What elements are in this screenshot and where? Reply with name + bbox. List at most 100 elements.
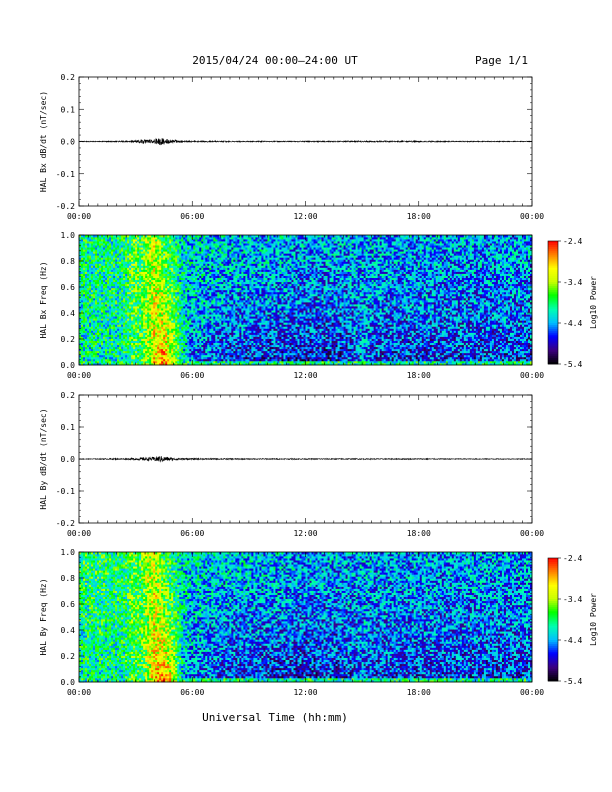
spectrogram-cell [173,288,175,290]
spectrogram-cell [141,322,143,324]
spectrogram-cell [211,259,213,261]
spectrogram-cell [135,280,137,282]
spectrogram-cell [91,239,93,241]
spectrogram-cell [131,255,133,257]
spectrogram-cell [107,263,109,265]
spectrogram-cell [139,300,141,302]
spectrogram-cell [97,308,99,310]
spectrogram-cell [161,296,163,298]
spectrogram-cell [139,328,141,330]
spectrogram-cell [107,326,109,328]
spectrogram-cell [95,333,97,335]
spectrogram-cell [147,349,149,351]
spectrogram-cell [131,247,133,249]
spectrogram-cell [211,324,213,326]
spectrogram-cell [137,245,139,247]
spectrogram-cell [197,353,199,355]
spectrogram-cell [145,282,147,284]
spectrogram-cell [153,294,155,296]
spectrogram-cell [149,239,151,241]
spectrogram-cell [101,333,103,335]
spectrogram-cell [83,320,85,322]
spectrogram-cell [89,324,91,326]
spectrogram-cell [137,320,139,322]
spectrogram-cell [165,290,167,292]
spectrogram-cell [131,339,133,341]
spectrogram-cell [117,351,119,353]
spectrogram-cell [191,255,193,257]
spectrogram-cell [157,265,159,267]
spectrogram-cell [103,276,105,278]
spectrogram-cell [163,272,165,274]
spectrogram-cell [107,355,109,357]
spectrogram-cell [159,288,161,290]
spectrogram-cell [85,308,87,310]
spectrogram-cell [143,341,145,343]
spectrogram-cell [167,288,169,290]
spectrogram-cell [123,341,125,343]
spectrogram-cell [195,274,197,276]
spectrogram-cell [197,251,199,253]
spectrogram-cell [161,316,163,318]
spectrogram-cell [111,280,113,282]
spectrogram-cell [219,345,221,347]
spectrogram-cell [211,320,213,322]
spectrogram-cell [161,335,163,337]
spectrogram-cell [221,261,223,263]
spectrogram-cell [201,318,203,320]
spectrogram-cell [213,337,215,339]
spectrogram-cell [121,345,123,347]
spectrogram-cell [115,265,117,267]
spectrogram-cell [203,247,205,249]
spectrogram-cell [195,268,197,270]
spectrogram-cell [205,257,207,259]
spectrogram-cell [123,312,125,314]
spectrogram-cell [215,341,217,343]
spectrogram-cell [113,306,115,308]
spectrogram-cell [157,357,159,359]
spectrogram-cell [215,247,217,249]
spectrogram-cell [117,251,119,253]
spectrogram-cell [141,341,143,343]
spectrogram-cell [125,310,127,312]
spectrogram-cell [117,276,119,278]
spectrogram-cell [201,353,203,355]
spectrogram-cell [97,251,99,253]
spectrogram-cell [199,251,201,253]
spectrogram-cell [177,282,179,284]
spectrogram-cell [81,239,83,241]
spectrogram-cell [189,245,191,247]
spectrogram-cell [87,330,89,332]
spectrogram-cell [175,276,177,278]
spectrogram-cell [153,280,155,282]
spectrogram-cell [181,259,183,261]
spectrogram-cell [117,284,119,286]
spectrogram-cell [213,328,215,330]
spectrogram-cell [143,284,145,286]
spectrogram-cell [95,351,97,353]
spectrogram-cell [89,263,91,265]
spectrogram-cell [223,300,225,302]
spectrogram-cell [221,278,223,280]
spectrogram-cell [169,320,171,322]
spectrogram-cell [149,361,151,363]
spectrogram-cell [123,268,125,270]
spectrogram-cell [93,286,95,288]
spectrogram-cell [123,326,125,328]
spectrogram-cell [155,361,157,363]
spectrogram-cell [171,241,173,243]
spectrogram-cell [173,335,175,337]
spectrogram-cell [151,345,153,347]
spectrogram-cell [115,278,117,280]
spectrogram-cell [165,298,167,300]
spectrogram-cell [87,284,89,286]
spectrogram-cell [221,318,223,320]
spectrogram-cell [167,304,169,306]
spectrogram-cell [179,255,181,257]
spectrogram-cell [209,335,211,337]
spectrogram-cell [221,251,223,253]
spectrogram-cell [207,355,209,357]
spectrogram-cell [95,251,97,253]
spectrogram-cell [87,326,89,328]
spectrogram-cell [175,290,177,292]
